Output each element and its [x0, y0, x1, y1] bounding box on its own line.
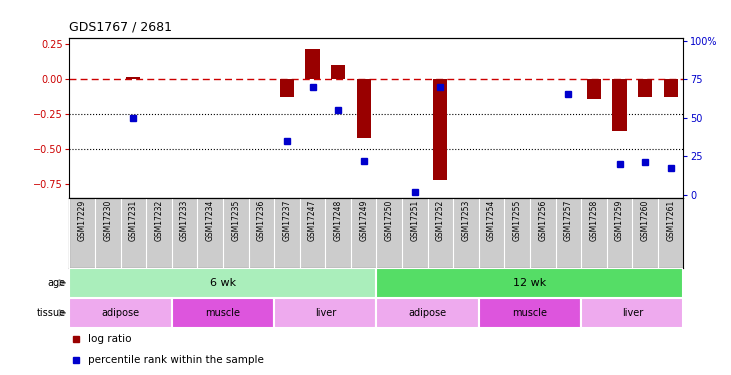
Text: GSM17247: GSM17247	[308, 200, 317, 241]
Text: GSM17259: GSM17259	[615, 200, 624, 241]
Bar	[274, 298, 376, 328]
Bar	[638, 79, 652, 98]
Text: GSM17256: GSM17256	[538, 200, 548, 241]
Text: GSM17231: GSM17231	[129, 200, 138, 241]
Bar	[280, 79, 294, 98]
Text: GSM17249: GSM17249	[359, 200, 368, 241]
Bar	[664, 79, 678, 98]
Bar	[581, 298, 683, 328]
Bar	[587, 79, 601, 99]
Text: GSM17229: GSM17229	[77, 200, 87, 241]
Bar	[306, 49, 319, 79]
Bar	[479, 298, 581, 328]
Text: GSM17232: GSM17232	[154, 200, 164, 241]
Text: GSM17260: GSM17260	[640, 200, 650, 241]
Bar	[69, 268, 376, 298]
Bar	[331, 65, 345, 79]
Text: GSM17261: GSM17261	[666, 200, 675, 241]
Text: GSM17258: GSM17258	[589, 200, 599, 241]
Text: percentile rank within the sample: percentile rank within the sample	[88, 356, 264, 365]
Text: GSM17235: GSM17235	[231, 200, 240, 241]
Text: GSM17248: GSM17248	[333, 200, 343, 241]
Text: muscle: muscle	[512, 308, 548, 318]
Text: GSM17236: GSM17236	[257, 200, 266, 241]
Text: log ratio: log ratio	[88, 334, 132, 344]
Bar	[69, 298, 172, 328]
Bar	[126, 76, 140, 79]
Text: adipose: adipose	[102, 308, 140, 318]
Bar	[376, 298, 479, 328]
Text: GSM17253: GSM17253	[461, 200, 471, 241]
Text: liver: liver	[621, 308, 643, 318]
Bar	[357, 79, 371, 138]
Text: GSM17233: GSM17233	[180, 200, 189, 241]
Text: GSM17252: GSM17252	[436, 200, 445, 241]
Bar	[433, 79, 447, 180]
Bar	[376, 268, 683, 298]
Text: GSM17250: GSM17250	[385, 200, 394, 241]
Text: 12 wk: 12 wk	[513, 278, 547, 288]
Text: tissue: tissue	[37, 308, 66, 318]
Text: liver: liver	[314, 308, 336, 318]
Text: muscle: muscle	[205, 308, 240, 318]
Text: GSM17230: GSM17230	[103, 200, 113, 241]
Text: GSM17254: GSM17254	[487, 200, 496, 241]
Text: 6 wk: 6 wk	[210, 278, 236, 288]
Bar	[613, 79, 626, 131]
Text: GDS1767 / 2681: GDS1767 / 2681	[69, 21, 173, 34]
Text: GSM17251: GSM17251	[410, 200, 420, 241]
Text: GSM17257: GSM17257	[564, 200, 573, 241]
Text: adipose: adipose	[409, 308, 447, 318]
Text: age: age	[48, 278, 66, 288]
Bar	[172, 298, 274, 328]
Text: GSM17234: GSM17234	[205, 200, 215, 241]
Text: GSM17255: GSM17255	[512, 200, 522, 241]
Text: GSM17237: GSM17237	[282, 200, 292, 241]
